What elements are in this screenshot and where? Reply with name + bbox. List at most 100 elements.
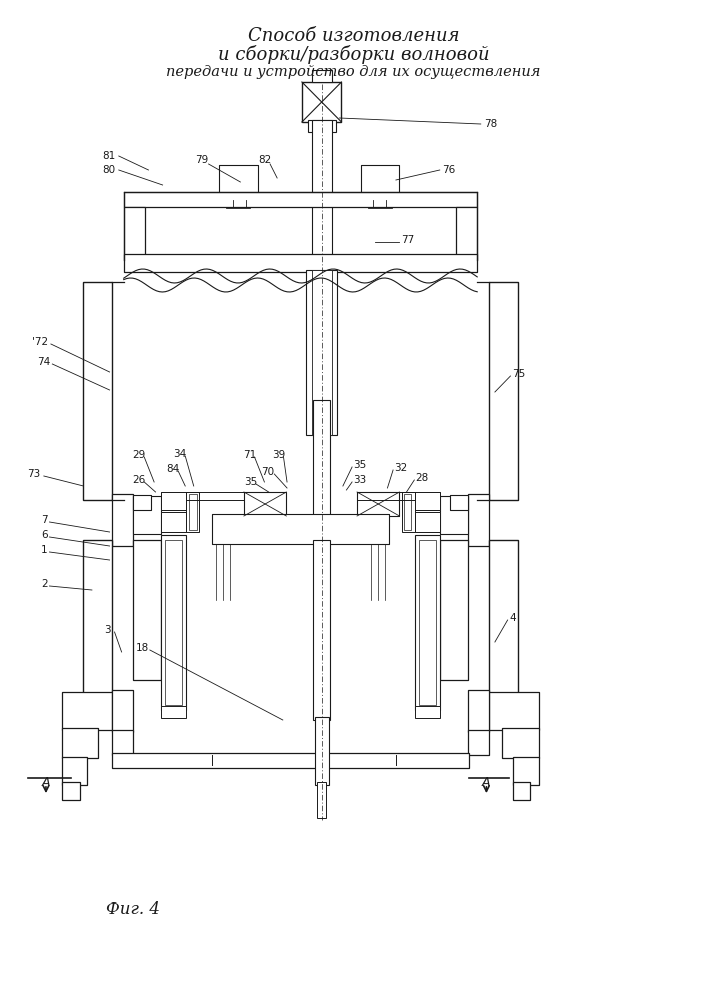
- Bar: [402, 492, 415, 532]
- Bar: [161, 492, 186, 510]
- Bar: [415, 706, 440, 718]
- Bar: [133, 496, 161, 534]
- Bar: [133, 496, 161, 534]
- Bar: [219, 165, 258, 195]
- Text: 4: 4: [509, 613, 515, 623]
- Bar: [357, 492, 399, 516]
- Bar: [415, 492, 440, 510]
- Bar: [133, 540, 161, 680]
- Bar: [124, 254, 477, 272]
- Bar: [312, 120, 332, 410]
- Text: передачи и устройство для их осуществления: передачи и устройство для их осуществлен…: [166, 65, 541, 79]
- Bar: [83, 540, 112, 700]
- Bar: [404, 494, 411, 530]
- Bar: [357, 492, 399, 516]
- Text: 71: 71: [243, 450, 257, 460]
- Text: 74: 74: [37, 357, 50, 367]
- Bar: [112, 730, 133, 755]
- Bar: [83, 282, 112, 500]
- Text: 80: 80: [103, 165, 116, 175]
- Bar: [62, 782, 80, 800]
- Bar: [186, 492, 199, 532]
- Bar: [133, 540, 161, 680]
- Bar: [225, 192, 252, 202]
- Bar: [489, 282, 518, 500]
- Bar: [83, 282, 112, 500]
- Bar: [489, 692, 539, 730]
- Bar: [62, 782, 80, 800]
- Text: 6: 6: [41, 530, 47, 540]
- Bar: [415, 535, 440, 710]
- Text: 32: 32: [395, 463, 408, 473]
- Text: 34: 34: [173, 449, 187, 459]
- Bar: [112, 753, 469, 768]
- Bar: [161, 535, 186, 710]
- Bar: [161, 512, 186, 532]
- Text: 79: 79: [195, 155, 208, 165]
- Bar: [513, 782, 530, 800]
- Bar: [112, 690, 133, 732]
- Bar: [368, 200, 392, 208]
- Bar: [415, 492, 440, 510]
- Bar: [62, 692, 112, 730]
- Bar: [212, 514, 389, 544]
- Text: 81: 81: [103, 151, 116, 161]
- Bar: [312, 70, 332, 82]
- Text: 35: 35: [244, 477, 257, 487]
- Bar: [468, 494, 489, 546]
- Bar: [502, 728, 539, 758]
- Text: 35: 35: [354, 460, 367, 470]
- Bar: [189, 494, 197, 530]
- Text: A: A: [482, 776, 491, 788]
- Bar: [212, 514, 389, 544]
- Bar: [440, 496, 468, 534]
- Bar: [124, 207, 145, 260]
- Bar: [317, 718, 326, 740]
- Bar: [317, 782, 326, 818]
- Text: Способ изготовления: Способ изготовления: [247, 27, 460, 45]
- Text: 26: 26: [132, 475, 146, 485]
- Text: 29: 29: [132, 450, 146, 460]
- Text: 73: 73: [27, 469, 40, 479]
- Bar: [315, 717, 329, 785]
- Bar: [62, 757, 87, 785]
- Bar: [112, 494, 133, 546]
- Bar: [489, 540, 518, 700]
- Text: 82: 82: [259, 155, 271, 165]
- Bar: [366, 192, 393, 202]
- Bar: [124, 254, 477, 272]
- Bar: [312, 270, 332, 435]
- Bar: [244, 492, 286, 516]
- Bar: [419, 540, 436, 705]
- Bar: [112, 730, 133, 755]
- Bar: [308, 120, 336, 132]
- Bar: [361, 165, 399, 195]
- Bar: [124, 192, 477, 207]
- Bar: [502, 728, 539, 758]
- Bar: [302, 82, 341, 122]
- Bar: [112, 494, 133, 546]
- Bar: [456, 207, 477, 260]
- Text: 18: 18: [136, 643, 149, 653]
- Bar: [62, 757, 87, 785]
- Bar: [83, 540, 112, 700]
- Text: 77: 77: [402, 235, 415, 245]
- Bar: [415, 512, 440, 532]
- Bar: [124, 192, 477, 207]
- Text: 1: 1: [41, 545, 47, 555]
- Bar: [440, 540, 468, 680]
- Bar: [112, 690, 133, 732]
- Bar: [450, 495, 468, 510]
- Bar: [489, 282, 518, 500]
- Bar: [62, 728, 98, 758]
- Text: 7: 7: [41, 515, 47, 525]
- Text: 28: 28: [416, 473, 429, 483]
- Bar: [313, 400, 330, 540]
- Bar: [456, 207, 477, 260]
- Bar: [133, 495, 151, 510]
- Bar: [306, 270, 337, 435]
- Text: 33: 33: [354, 475, 367, 485]
- Bar: [415, 512, 440, 532]
- Text: и сборки/разборки волновой: и сборки/разборки волновой: [218, 44, 489, 64]
- Bar: [219, 165, 258, 195]
